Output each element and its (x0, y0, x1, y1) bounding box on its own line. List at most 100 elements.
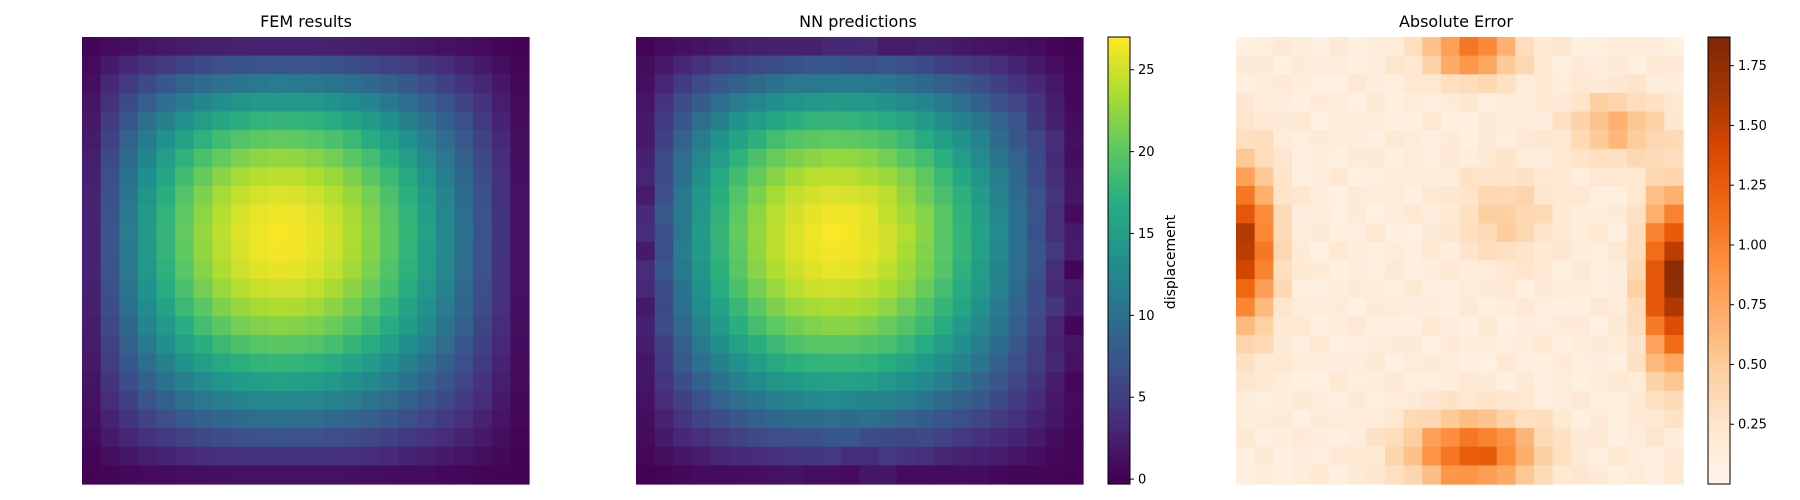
heatmap-cell (840, 74, 861, 94)
heatmap-cell (915, 74, 935, 94)
heatmap-cell (175, 167, 195, 187)
heatmap-cell (1571, 297, 1591, 317)
heatmap-cell (491, 279, 511, 299)
colorbar-segment (1708, 450, 1730, 455)
heatmap-cell (1552, 297, 1572, 317)
heatmap-cell (840, 465, 861, 485)
heatmap-cell (1589, 111, 1610, 131)
heatmap-cell (1045, 316, 1065, 336)
heatmap-cell (747, 297, 767, 317)
heatmap-cell (212, 223, 232, 243)
heatmap-cell (193, 428, 213, 448)
heatmap-cell (710, 186, 730, 206)
colorbar-segment (1108, 260, 1130, 265)
heatmap-cell (1496, 260, 1516, 280)
heatmap-cell (100, 409, 120, 429)
colorbar-segment (1108, 130, 1130, 135)
heatmap-cell (878, 74, 898, 94)
heatmap-cell (435, 92, 456, 113)
heatmap-cell (1045, 335, 1065, 355)
heatmap-cell (1459, 223, 1479, 243)
heatmap-cell (1403, 74, 1423, 94)
heatmap-cell (1008, 297, 1028, 317)
heatmap-cell (100, 167, 120, 187)
heatmap-cell (1645, 260, 1665, 280)
heatmap-cell (654, 55, 674, 75)
colorbar-segment (1708, 323, 1730, 329)
heatmap-cell (1403, 390, 1423, 411)
heatmap-cell (193, 148, 213, 168)
heatmap-cell (710, 409, 730, 429)
heatmap-cell (1627, 74, 1647, 94)
heatmap-cell (193, 353, 213, 373)
heatmap-cell (361, 260, 381, 280)
heatmap-cell (822, 465, 842, 485)
heatmap-cell (1366, 55, 1386, 75)
heatmap-cell (1273, 111, 1293, 131)
heatmap-cell (785, 297, 805, 317)
heatmap-cell (934, 111, 954, 131)
heatmap-cell (473, 74, 493, 94)
heatmap-cell (82, 279, 102, 299)
heatmap-cell (100, 241, 120, 262)
heatmap-cell (1347, 186, 1367, 206)
heatmap-cell (896, 55, 916, 75)
colorbar-segment (1108, 186, 1130, 191)
heatmap-cell (1571, 204, 1591, 224)
heatmap-cell (636, 111, 656, 131)
heatmap-cell (1422, 260, 1442, 280)
heatmap-cell (380, 353, 400, 373)
heatmap-cell (1496, 148, 1516, 168)
colorbar-segment (1108, 48, 1130, 53)
heatmap-cell (1645, 316, 1665, 336)
heatmap-cell (137, 446, 158, 466)
heatmap-cell (1236, 279, 1256, 299)
heatmap-cell (268, 409, 288, 429)
colorbar-segment (1708, 189, 1730, 195)
heatmap-cell (1236, 465, 1256, 485)
heatmap-cell (435, 204, 456, 224)
heatmap-cell (137, 465, 158, 485)
heatmap-cell (510, 428, 530, 448)
heatmap-cell (510, 74, 530, 94)
heatmap-cell (915, 335, 935, 355)
heatmap-cell (1273, 223, 1293, 243)
colorbar-segment (1108, 271, 1130, 276)
heatmap-cell (1273, 92, 1293, 113)
heatmap-cell (398, 297, 418, 317)
heatmap-cell (1496, 279, 1516, 299)
heatmap-cell (896, 279, 916, 299)
heatmap-cell (510, 148, 530, 168)
heatmap-cell (82, 130, 102, 150)
heatmap-cell (305, 37, 325, 57)
heatmap-cell (361, 279, 381, 299)
heatmap-cell (119, 353, 139, 373)
heatmap-cell (1571, 260, 1591, 280)
heatmap-cell (1310, 74, 1330, 94)
heatmap-cell (324, 316, 344, 336)
heatmap-cell (747, 335, 767, 355)
heatmap-cell (896, 428, 916, 448)
heatmap-cell (361, 223, 381, 243)
heatmap-cell (729, 409, 749, 429)
heatmap-cell (286, 316, 307, 336)
heatmap-cell (840, 186, 861, 206)
heatmap-cell (1534, 223, 1554, 243)
heatmap-cell (100, 353, 120, 373)
heatmap-cell (1534, 204, 1554, 224)
heatmap-cell (491, 390, 511, 411)
heatmap-cell (193, 409, 213, 429)
heatmap-cell (1045, 111, 1065, 131)
heatmap-cell (1254, 204, 1274, 224)
heatmap-cell (859, 74, 879, 94)
heatmap-cell (1645, 55, 1665, 75)
heatmap-cell (1440, 55, 1461, 75)
heatmap-cell (691, 74, 712, 94)
heatmap-cell (342, 204, 362, 224)
heatmap-cell (324, 353, 344, 373)
heatmap-cell (673, 372, 693, 392)
heatmap-cell (454, 186, 474, 206)
heatmap-cell (1385, 223, 1405, 243)
heatmap-cell (324, 372, 344, 392)
heatmap-cell (934, 167, 954, 187)
